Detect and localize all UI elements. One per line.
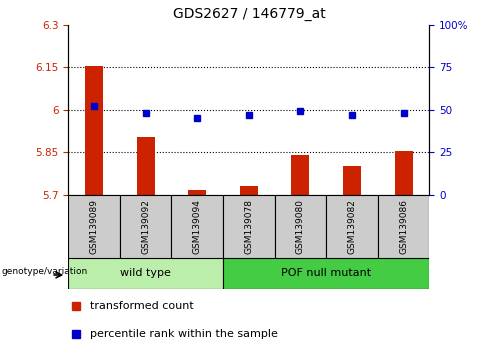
Text: GSM139078: GSM139078	[244, 199, 253, 254]
Text: percentile rank within the sample: percentile rank within the sample	[90, 329, 278, 339]
Text: GSM139086: GSM139086	[399, 199, 408, 254]
Bar	[275, 195, 326, 258]
Bar	[395, 151, 413, 195]
Bar	[378, 195, 429, 258]
Bar	[343, 166, 361, 195]
Text: GSM139082: GSM139082	[347, 199, 357, 254]
Text: GSM139094: GSM139094	[193, 199, 202, 254]
Bar	[223, 258, 429, 289]
Text: GSM139089: GSM139089	[90, 199, 99, 254]
Bar	[85, 66, 103, 195]
Bar	[240, 186, 258, 195]
Bar	[326, 195, 378, 258]
Text: GSM139080: GSM139080	[296, 199, 305, 254]
Text: wild type: wild type	[120, 268, 171, 279]
Text: transformed count: transformed count	[90, 301, 194, 312]
Text: POF null mutant: POF null mutant	[281, 268, 371, 279]
Title: GDS2627 / 146779_at: GDS2627 / 146779_at	[172, 7, 325, 21]
Bar	[171, 195, 223, 258]
Text: genotype/variation: genotype/variation	[1, 268, 88, 276]
Bar	[120, 195, 171, 258]
Bar	[223, 195, 275, 258]
Bar	[188, 190, 206, 195]
Bar	[68, 258, 223, 289]
Bar	[291, 155, 309, 195]
Text: GSM139092: GSM139092	[141, 199, 150, 254]
Bar	[137, 137, 155, 195]
Bar	[68, 195, 120, 258]
